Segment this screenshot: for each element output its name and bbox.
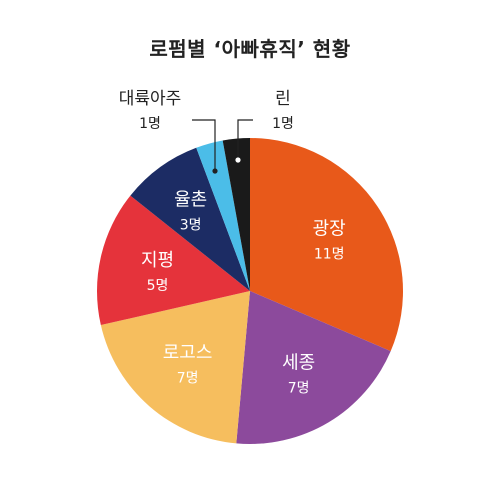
slice-name-label: 광장 [313,219,346,240]
slice-name-label: 세종 [282,352,315,373]
slice-name-label: 율촌 [174,189,207,210]
slice-value-label: 3명 [180,217,202,233]
slice-value-label: 1명 [272,116,294,132]
leader-dot [235,157,241,163]
pie-slice-6 [196,140,250,291]
slice-value-label: 7명 [288,380,310,396]
leader-line [192,119,216,171]
pie-slice-7 [222,138,250,291]
pie-slice-3 [100,291,250,444]
leader-dot [212,168,218,174]
slice-name-label: 지평 [141,250,174,271]
slice-value-label: 5명 [147,278,169,294]
slice-value-label: 11명 [314,247,345,263]
pie-slice-5 [130,147,250,291]
slice-name-label: 로고스 [163,342,213,363]
pie-slice-2 [236,291,391,444]
slice-value-label: 7명 [177,370,199,386]
pie-slice-4 [96,195,250,326]
slice-name-label: 린 [275,89,291,109]
pie-slice-1 [250,138,403,352]
chart-title: 로펌별 ‘아빠휴직’ 현황 [149,37,351,61]
leader-line [237,119,253,160]
slice-name-label: 대륙아주 [119,89,182,109]
slice-value-label: 1명 [139,116,161,132]
